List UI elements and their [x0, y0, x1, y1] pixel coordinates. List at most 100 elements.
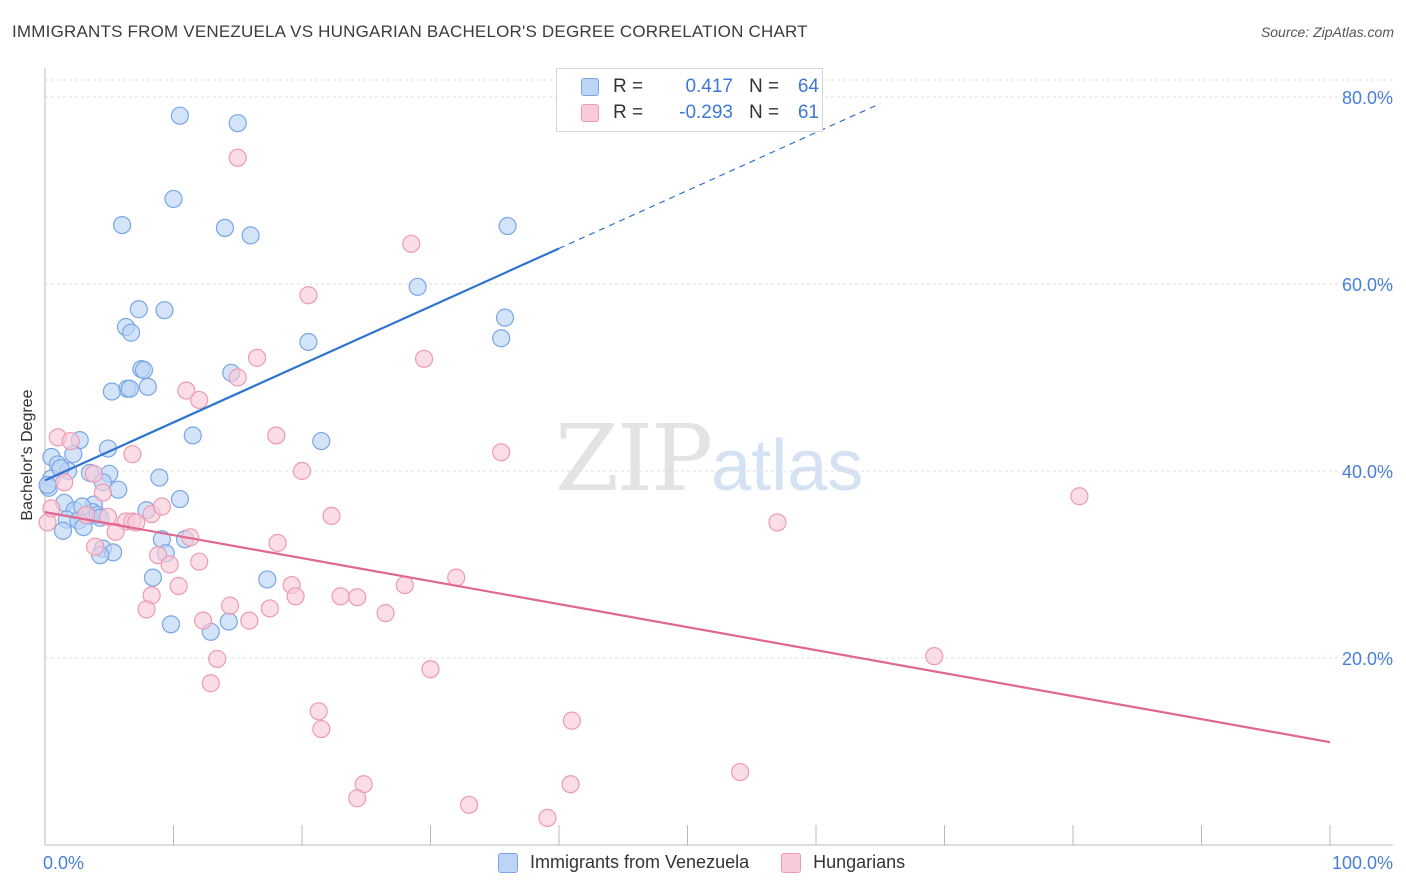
hungarians-point: [98, 507, 118, 526]
hungarians-point: [260, 599, 279, 618]
venezuela-point: [219, 612, 238, 631]
venezuela-point: [150, 468, 169, 487]
hungarians-point: [190, 390, 209, 410]
hungarians-point: [86, 537, 105, 556]
venezuela-point: [299, 332, 318, 352]
venezuela-trend-extension: [558, 102, 881, 250]
y-axis-label: Bachelor's Degree: [19, 389, 36, 521]
venezuela-point: [164, 189, 183, 209]
venezuela-point: [134, 360, 154, 380]
r-label: R =: [613, 102, 644, 123]
venezuela-point: [183, 426, 202, 445]
hungarians-point: [331, 587, 350, 606]
stats-row-hungarians: R = -0.293 N = 61: [581, 100, 819, 126]
hungarians-trend-line: [44, 511, 1331, 744]
hungarians-point: [55, 473, 74, 492]
venezuela-point: [143, 568, 163, 587]
legend-item-venezuela[interactable]: Immigrants from Venezuela: [498, 852, 749, 873]
hungarians-point: [447, 568, 466, 587]
hungarians-point: [322, 506, 341, 525]
venezuela-point: [408, 277, 427, 296]
venezuela-point: [241, 226, 260, 245]
hungarians-point: [201, 674, 220, 693]
hungarians-point: [459, 795, 479, 814]
legend-label-venezuela: Immigrants from Venezuela: [530, 852, 750, 872]
hungarians-point: [402, 234, 421, 253]
venezuela-point: [121, 323, 141, 342]
hungarians-point: [228, 148, 247, 167]
hungarians-point: [268, 533, 287, 553]
venezuela-point: [102, 382, 121, 401]
hungarians-point: [421, 660, 440, 679]
hungarians-point: [190, 552, 209, 571]
r-value-hungarians: -0.293: [679, 102, 733, 123]
hungarians-point: [309, 702, 328, 721]
venezuela-point: [120, 379, 139, 398]
venezuela-point: [495, 308, 515, 327]
stats-row-venezuela: R = 0.417 N = 64: [581, 74, 819, 100]
hungarians-point: [414, 349, 434, 368]
hungarians-point: [123, 445, 142, 464]
venezuela-point: [170, 489, 190, 509]
hungarians-point: [1070, 487, 1089, 506]
n-label: N =: [749, 76, 780, 97]
hungarians-point: [152, 497, 172, 516]
hungarians-point: [169, 576, 188, 596]
venezuela-point: [112, 215, 132, 235]
hungarians-point: [731, 762, 750, 782]
hungarians-point: [395, 575, 414, 595]
venezuela-point: [109, 480, 128, 499]
r-label: R =: [613, 76, 644, 97]
hungarians-point: [562, 711, 581, 730]
venezuela-point: [215, 218, 234, 237]
hungarians-point: [492, 443, 511, 462]
stats-legend: R = 0.417 N = 64 R = -0.293 N = 61: [556, 68, 823, 132]
y-tick-label: 20.0%: [1342, 649, 1393, 669]
x-tick-label-min: 0.0%: [43, 853, 84, 873]
venezuela-legend-swatch: [498, 852, 518, 873]
n-value-hungarians: 61: [797, 102, 819, 123]
hungarians-point: [348, 789, 367, 808]
venezuela-point: [498, 216, 517, 236]
y-tick-label: 40.0%: [1342, 462, 1393, 482]
hungarians-point: [561, 775, 580, 794]
venezuela-point: [312, 431, 331, 451]
hungarians-point: [247, 348, 267, 367]
watermark-atlas: atlas: [711, 426, 864, 506]
hungarians-point: [267, 426, 286, 445]
hungarians-point: [106, 522, 125, 541]
hungarians-point: [177, 381, 196, 400]
y-tick-label: 80.0%: [1342, 88, 1393, 108]
hungarians-point: [299, 286, 318, 305]
venezuela-point: [129, 300, 148, 319]
hungarians-point: [312, 719, 331, 739]
hungarians-point: [220, 596, 240, 615]
hungarians-point: [93, 483, 112, 502]
hungarians-point: [160, 555, 179, 574]
hungarians-point: [84, 464, 103, 483]
hungarians-point: [925, 647, 944, 666]
hungarians-point: [240, 611, 259, 630]
legend-label-hungarians: Hungarians: [813, 852, 906, 872]
venezuela-point: [228, 114, 247, 133]
n-value-venezuela: 64: [797, 76, 819, 97]
venezuela-point: [161, 615, 181, 634]
hungarians-point: [61, 431, 80, 451]
x-tick-label-max: 100.0%: [1332, 853, 1393, 873]
hungarians-swatch: [581, 104, 599, 122]
venezuela-trend-line: [44, 247, 560, 482]
r-value-venezuela: 0.417: [685, 76, 733, 97]
venezuela-point: [155, 301, 174, 320]
venezuela-point: [53, 521, 73, 540]
series-legend: Immigrants from Venezuela Hungarians: [498, 852, 937, 873]
legend-item-hungarians[interactable]: Hungarians: [781, 852, 905, 873]
hungarians-point: [768, 513, 787, 532]
venezuela-point: [492, 329, 511, 348]
hungarians-point: [193, 611, 213, 630]
hungarians-point: [538, 808, 557, 827]
hungarians-point: [348, 588, 367, 607]
hungarians-point: [208, 649, 227, 669]
hungarians-point: [286, 587, 305, 606]
venezuela-point: [138, 377, 157, 396]
